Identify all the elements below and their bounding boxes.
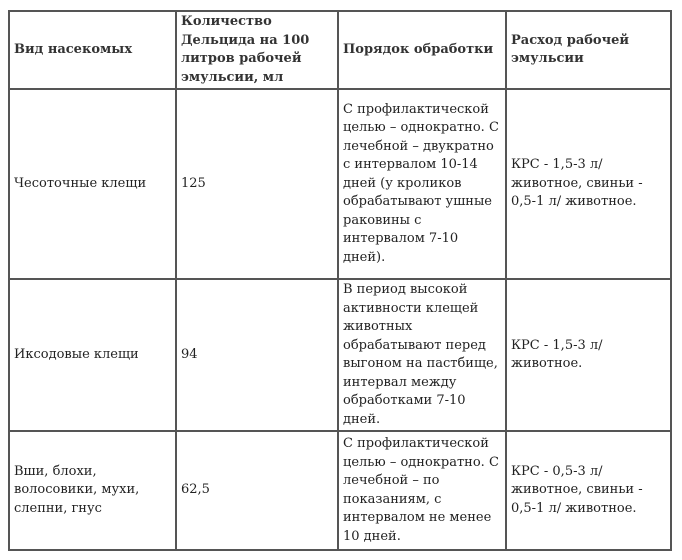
table-row: Чесоточные клещи 125 С профилактической …	[8, 88, 672, 280]
cell-amount: 94	[175, 278, 339, 432]
table-header-row: Вид насекомых Количество Дельцида на 100…	[8, 10, 672, 90]
cell-order: В период высокой активности клещей живот…	[337, 278, 507, 432]
cell-order: С профилактической целью – однократно. С…	[337, 88, 507, 280]
cell-insect: Чесоточные клещи	[8, 88, 177, 280]
delcid-usage-table: Вид насекомых Количество Дельцида на 100…	[8, 10, 672, 551]
header-order: Порядок обработки	[337, 10, 507, 90]
cell-order: С профилактической целью – однократно. С…	[337, 430, 507, 551]
cell-amount: 125	[175, 88, 339, 280]
header-consumption: Расход рабочей эмульсии	[505, 10, 672, 90]
cell-consumption: КРС - 1,5-3 л/ животное, свиньи - 0,5-1 …	[505, 88, 672, 280]
header-amount: Количество Дельцида на 100 литров рабоче…	[175, 10, 339, 90]
cell-consumption: КРС - 1,5-3 л/ животное.	[505, 278, 672, 432]
cell-insect: Вши, блохи, волосовики, мухи, слепни, гн…	[8, 430, 177, 551]
cell-insect: Иксодовые клещи	[8, 278, 177, 432]
cell-amount: 62,5	[175, 430, 339, 551]
table-row: Вши, блохи, волосовики, мухи, слепни, гн…	[8, 430, 672, 551]
header-insect-type: Вид насекомых	[8, 10, 177, 90]
cell-consumption: КРС - 0,5-3 л/ животное, свиньи - 0,5-1 …	[505, 430, 672, 551]
table-row: Иксодовые клещи 94 В период высокой акти…	[8, 278, 672, 432]
